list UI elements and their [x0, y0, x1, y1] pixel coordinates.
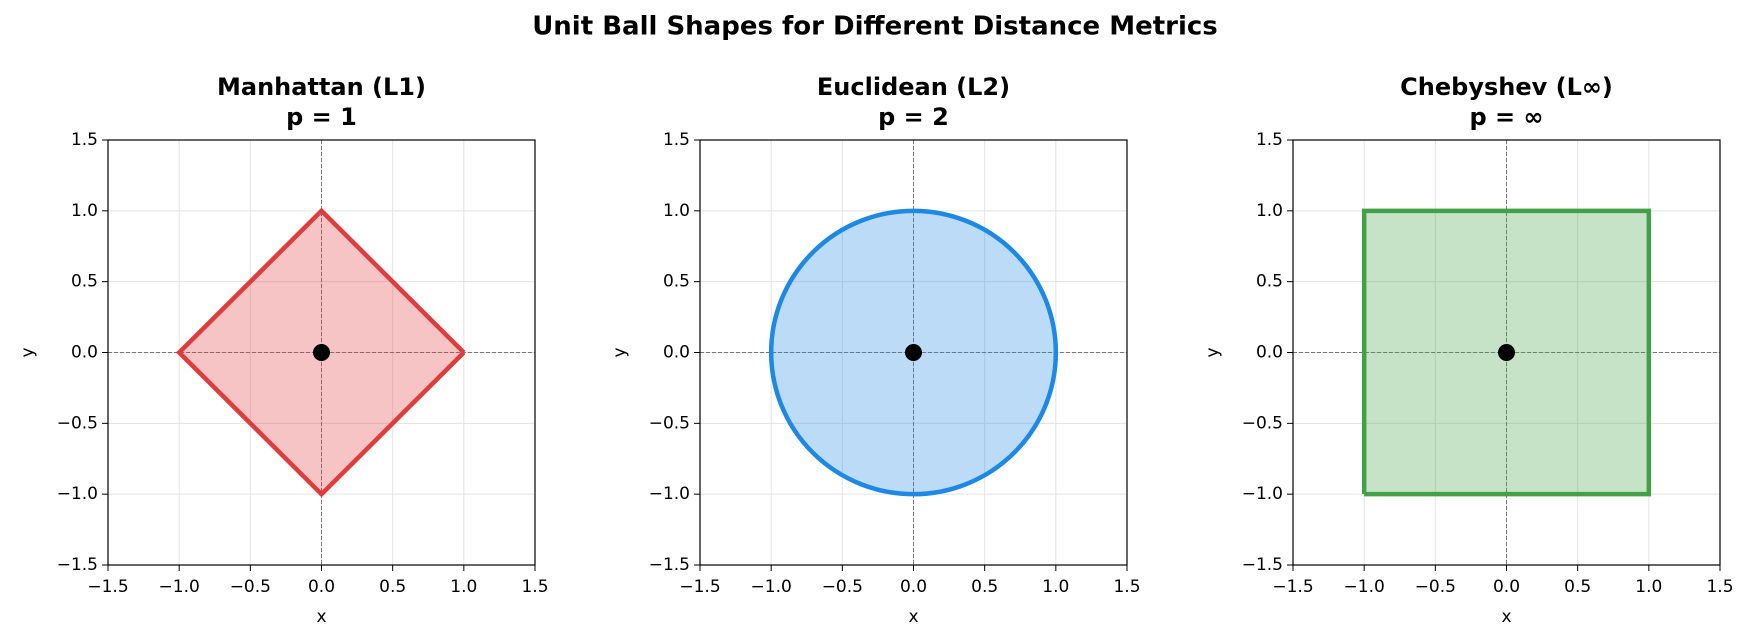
x-tick-label: −1.0 — [1344, 577, 1385, 597]
axes-frame — [107, 139, 536, 566]
x-tick-label: −0.5 — [1415, 577, 1456, 597]
x-tick-label: −1.5 — [87, 577, 128, 597]
y-tick-label: −1.5 — [649, 555, 690, 575]
y-tick-label: 0.0 — [1256, 343, 1283, 363]
y-tick-label: 0.5 — [71, 272, 98, 292]
x-axis-label: x — [1501, 607, 1511, 627]
x-tick-label: 0.5 — [971, 577, 998, 597]
y-tick-label: 0.0 — [71, 343, 98, 363]
subplot: Manhattan (L1)p = 1 −1.5 −1.0 −0.5 0.0 0.5 1.0… — [18, 73, 549, 627]
x-tick-label: 1.5 — [521, 577, 548, 597]
y-tick-label: −1.5 — [1242, 555, 1283, 575]
y-tick-label: −0.5 — [649, 413, 690, 433]
subplot: Chebyshev (L∞)p = ∞ −1.5 −1.0 −0.5 0.0 0.5 1.0… — [1203, 73, 1734, 627]
y-tick-label: 1.0 — [1256, 201, 1283, 221]
x-tick-label: 0.0 — [1493, 577, 1520, 597]
y-tick-label: −1.0 — [57, 484, 98, 504]
axes-frame — [699, 139, 1128, 566]
y-tick-label: 0.5 — [663, 272, 690, 292]
origin-point — [1498, 344, 1515, 361]
y-axis-label: y — [18, 347, 38, 357]
y-tick-label: 1.5 — [71, 130, 98, 150]
x-tick-label: −1.5 — [1272, 577, 1313, 597]
x-tick-label: −0.5 — [230, 577, 271, 597]
x-tick-label: 1.0 — [450, 577, 477, 597]
x-tick-label: 0.5 — [1564, 577, 1591, 597]
origin-point — [313, 344, 330, 361]
subplot-title: Chebyshev (L∞) — [1400, 73, 1613, 101]
y-tick-label: 1.0 — [71, 201, 98, 221]
x-tick-label: 1.5 — [1706, 577, 1733, 597]
x-tick-label: −1.5 — [679, 577, 720, 597]
subplot-subtitle: p = 2 — [878, 103, 949, 131]
x-tick-label: 0.0 — [900, 577, 927, 597]
y-tick-label: −1.5 — [57, 555, 98, 575]
y-tick-label: 0.5 — [1256, 272, 1283, 292]
x-tick-label: −1.0 — [159, 577, 200, 597]
subplot: Euclidean (L2)p = 2 −1.5 −1.0 −0.5 0.0 0.5 1.0… — [610, 73, 1141, 627]
x-tick-label: 0.5 — [379, 577, 406, 597]
y-tick-label: 1.5 — [1256, 130, 1283, 150]
axes-frame — [1292, 139, 1721, 566]
y-tick-label: 1.5 — [663, 130, 690, 150]
y-axis-label: y — [1203, 347, 1223, 357]
x-tick-label: 1.0 — [1042, 577, 1069, 597]
y-axis-label: y — [610, 347, 630, 357]
figure-title: Unit Ball Shapes for Different Distance … — [532, 12, 1218, 42]
x-axis-label: x — [908, 607, 918, 627]
x-axis-label: x — [316, 607, 326, 627]
y-tick-label: −0.5 — [1242, 413, 1283, 433]
x-tick-label: −0.5 — [822, 577, 863, 597]
x-tick-label: 1.0 — [1635, 577, 1662, 597]
y-tick-label: 0.0 — [663, 343, 690, 363]
x-tick-label: 0.0 — [308, 577, 335, 597]
y-tick-label: −0.5 — [57, 413, 98, 433]
origin-point — [905, 344, 922, 361]
subplot-subtitle: p = 1 — [286, 103, 357, 131]
y-tick-label: −1.0 — [1242, 484, 1283, 504]
y-tick-label: 1.0 — [663, 201, 690, 221]
subplot-title: Euclidean (L2) — [817, 73, 1010, 101]
subplot-subtitle: p = ∞ — [1470, 103, 1544, 131]
x-tick-label: −1.0 — [751, 577, 792, 597]
y-tick-label: −1.0 — [649, 484, 690, 504]
x-tick-label: 1.5 — [1113, 577, 1140, 597]
subplot-title: Manhattan (L1) — [217, 73, 426, 101]
